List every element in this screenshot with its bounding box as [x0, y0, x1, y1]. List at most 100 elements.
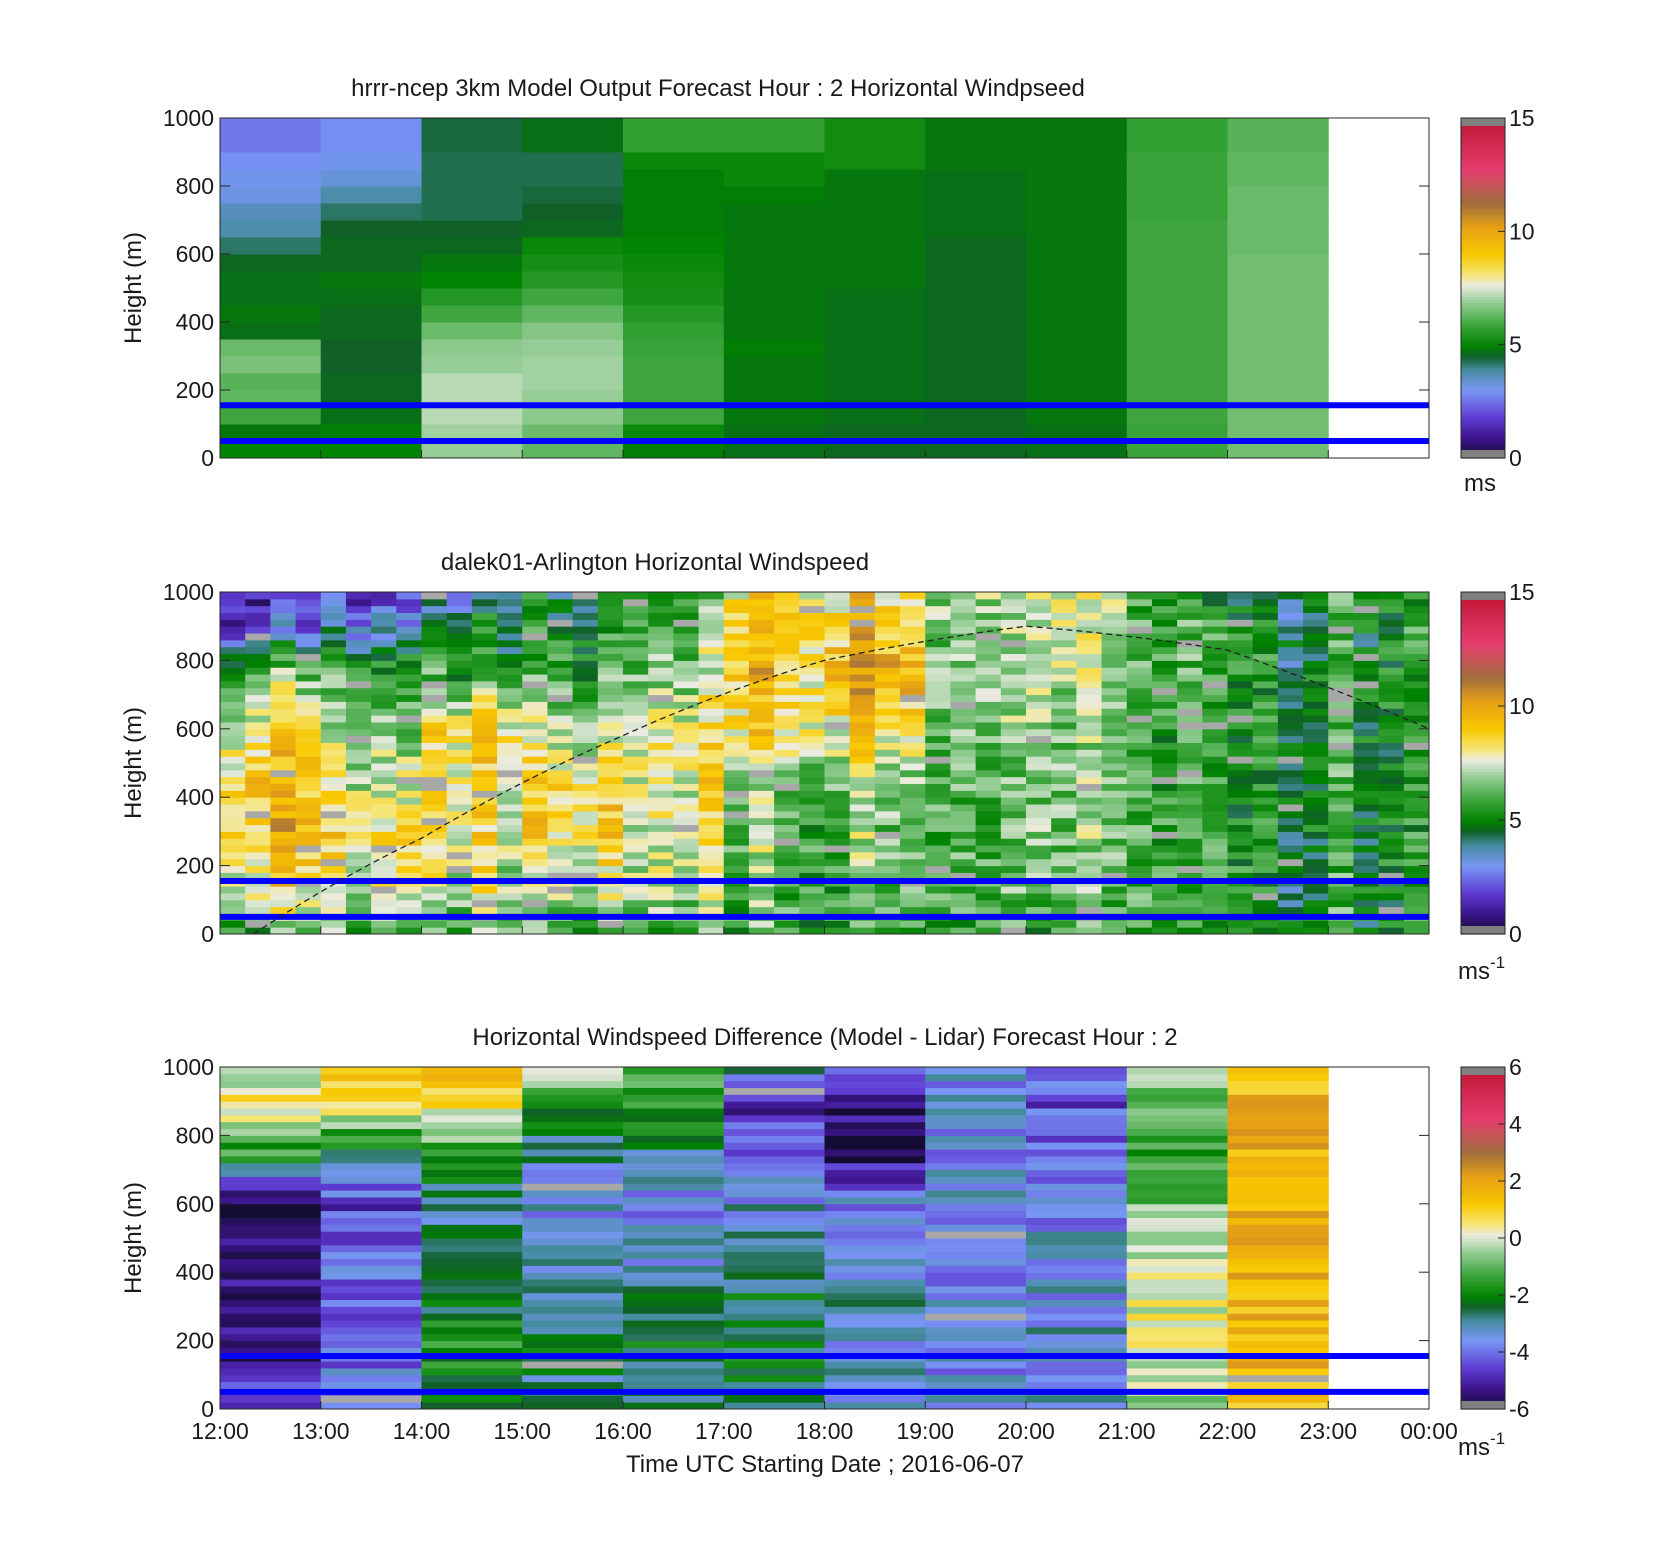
heatmap-cell: [950, 797, 977, 805]
heatmap-cell: [1227, 687, 1254, 696]
heatmap-cell: [1328, 694, 1354, 702]
heatmap-cell: [220, 660, 246, 668]
heatmap-cell: [421, 790, 448, 798]
heatmap-cell: [900, 845, 926, 853]
heatmap-cell: [799, 715, 825, 723]
heatmap-cell: [1177, 899, 1203, 908]
heatmap-cell: [572, 927, 599, 935]
colorbar-segment: [1461, 802, 1505, 807]
heatmap-cell: [446, 633, 473, 641]
heatmap-cell: [1353, 646, 1380, 655]
heatmap-cell: [673, 715, 700, 723]
heatmap-cell: [245, 899, 271, 908]
heatmap-cell: [1076, 687, 1103, 696]
heatmap-cell: [421, 694, 448, 702]
heatmap-cell: [925, 1265, 1027, 1273]
heatmap-cell: [1051, 892, 1077, 901]
heatmap-cell: [471, 756, 498, 764]
heatmap-cell: [597, 694, 624, 702]
heatmap-cell: [295, 817, 322, 826]
heatmap-cell: [220, 872, 246, 880]
heatmap-cell: [1151, 728, 1178, 737]
heatmap-cell: [1126, 756, 1153, 764]
heatmap-cell: [497, 838, 523, 846]
colorbar-segment: [1461, 865, 1505, 870]
heatmap-cell: [446, 708, 473, 716]
heatmap-cell: [900, 851, 926, 860]
heatmap-cell: [1252, 612, 1279, 620]
colorbar-segment: [1461, 1106, 1505, 1111]
heatmap-cell: [975, 824, 1002, 832]
heatmap-cell: [1026, 220, 1128, 238]
heatmap-cell: [623, 742, 649, 750]
heatmap-cell: [1126, 1251, 1228, 1260]
heatmap-cell: [774, 845, 800, 853]
heatmap-cell: [270, 639, 297, 648]
heatmap-cell: [748, 742, 775, 750]
heatmap-cell: [950, 605, 977, 614]
colorbar-segment: [1461, 1129, 1505, 1134]
heatmap-cell: [1151, 639, 1178, 648]
colorbar-overflow-cap: [1461, 118, 1505, 126]
heatmap-cell: [824, 749, 851, 757]
heatmap-cell: [220, 1395, 322, 1403]
heatmap-cell: [1101, 721, 1128, 730]
heatmap-cell: [1328, 660, 1354, 668]
heatmap-cell: [723, 721, 750, 730]
heatmap-cell: [723, 1210, 825, 1218]
heatmap-cell: [1303, 797, 1329, 805]
heatmap-cell: [421, 797, 448, 805]
heatmap-cell: [1353, 728, 1380, 737]
heatmap-cell: [1126, 687, 1153, 696]
heatmap-cell: [698, 646, 725, 655]
heatmap-cell: [295, 626, 322, 634]
heatmap-cell: [1202, 633, 1228, 641]
colorbar-segment: [1461, 429, 1505, 434]
heatmap-cell: [824, 1203, 926, 1212]
heatmap-cell: [1126, 1169, 1228, 1177]
heatmap-cell: [748, 694, 775, 702]
heatmap-cell: [748, 858, 775, 867]
heatmap-cell: [950, 763, 977, 771]
heatmap-cell: [522, 1121, 624, 1130]
x-tick-label: 20:00: [997, 1418, 1055, 1444]
heatmap-cell: [446, 728, 473, 737]
heatmap-cell: [1126, 838, 1153, 846]
heatmap-cell: [925, 1121, 1027, 1130]
heatmap-cell: [950, 721, 977, 730]
heatmap-cell: [1126, 1265, 1228, 1273]
heatmap-cell: [824, 817, 851, 826]
heatmap-cell: [1101, 701, 1128, 709]
heatmap-cell: [1177, 920, 1203, 928]
heatmap-cell: [522, 1114, 624, 1123]
heatmap-cell: [220, 858, 246, 867]
heatmap-cell: [925, 1169, 1027, 1177]
heatmap-cell: [774, 756, 800, 764]
heatmap-cell: [1126, 612, 1153, 620]
colorbar-segment: [1461, 234, 1505, 238]
heatmap-cell: [648, 660, 674, 668]
heatmap-cell: [1026, 639, 1052, 648]
heatmap-cell: [1303, 858, 1329, 867]
colorbar-tick-label: 15: [1509, 579, 1535, 605]
heatmap-cell: [874, 838, 901, 846]
heatmap-cell: [925, 305, 1027, 323]
heatmap-cell: [1101, 605, 1128, 614]
heatmap-cell: [1227, 1326, 1329, 1335]
heatmap-cell: [1378, 865, 1405, 873]
heatmap-cell: [1000, 763, 1027, 771]
heatmap-cell: [623, 1108, 725, 1116]
heatmap-cell: [1126, 646, 1153, 655]
heatmap-cell: [1151, 592, 1178, 600]
heatmap-cell: [1277, 701, 1304, 709]
heatmap-cell: [421, 592, 448, 600]
colorbar-segment: [1461, 1243, 1505, 1248]
heatmap-cell: [1000, 886, 1027, 894]
colorbar-segment: [1461, 407, 1505, 411]
heatmap-cell: [1051, 906, 1077, 914]
heatmap-cell: [295, 735, 322, 743]
heatmap-cell: [1101, 845, 1128, 853]
heatmap-cell: [623, 1313, 725, 1321]
heatmap-cell: [874, 886, 901, 894]
